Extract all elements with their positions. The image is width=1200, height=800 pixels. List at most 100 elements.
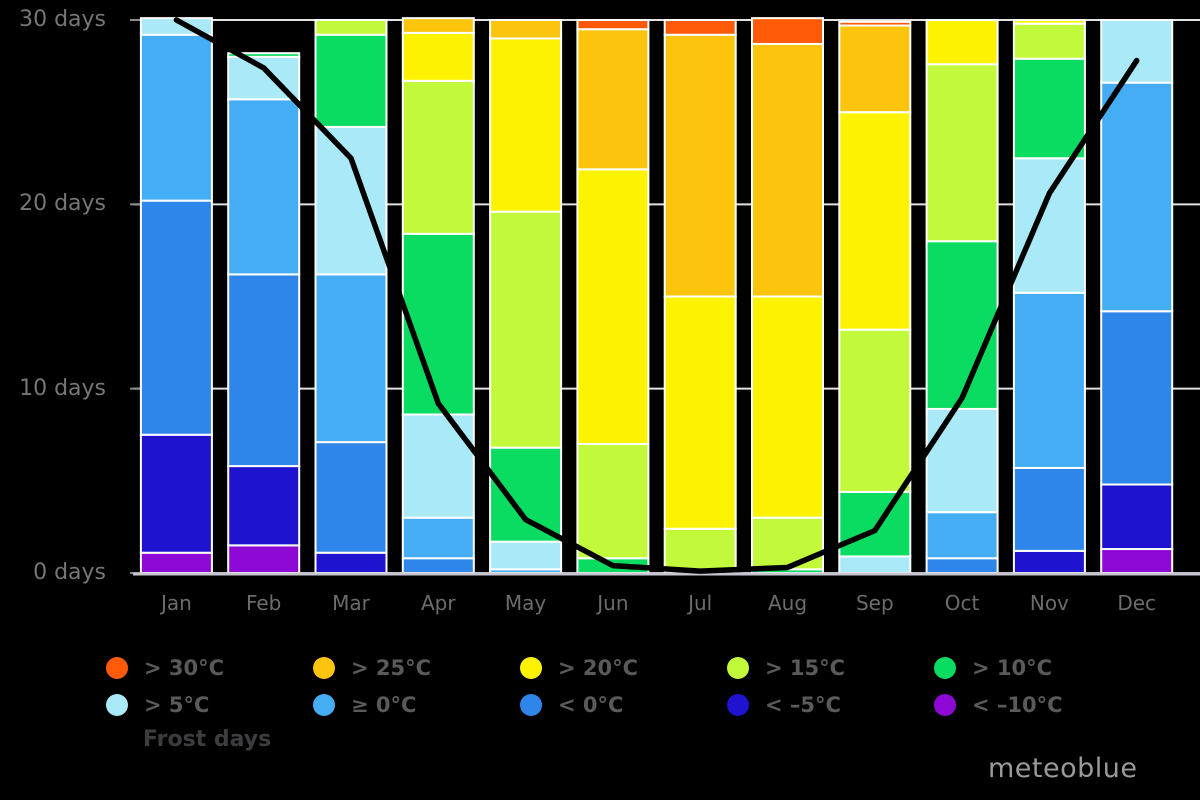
- y-axis-label-30: 30 days: [19, 7, 106, 32]
- legend-dot-icon: [727, 657, 749, 679]
- bar-segment-apr-0C: [401, 516, 475, 560]
- frost-days-label: Frost days: [143, 727, 272, 752]
- y-axis-label-0: 0 days: [33, 560, 106, 585]
- bar-segment-nov-5C: [1012, 549, 1086, 575]
- bar-segment-apr-20C: [401, 31, 475, 82]
- bar-segment-aug-20C: [751, 295, 824, 519]
- bar-segment-may-15C: [489, 210, 563, 449]
- bar-segment-nov-5C: [1012, 157, 1086, 294]
- bar-segment-nov-0C: [1012, 291, 1086, 469]
- bar-segment-dec-0C: [1100, 310, 1174, 486]
- legend-item-10C: > 10°C: [934, 656, 1052, 680]
- bar-segment-mar-0C: [314, 441, 388, 554]
- bar-segment-apr-10C: [401, 232, 475, 416]
- bar-segment-aug-25C: [751, 42, 824, 298]
- bar-segment-mar-5C: [314, 551, 388, 574]
- bar-segment-jul-25C: [663, 33, 737, 298]
- bar-segment-nov-0C: [1012, 466, 1086, 552]
- bar-segment-aug-30C: [751, 17, 824, 45]
- bar-segment-feb-0C: [227, 273, 301, 468]
- bar-segment-sep-30C: [838, 20, 912, 27]
- x-axis-label-jan: Jan: [160, 591, 192, 615]
- legend-item-label: > 20°C: [558, 656, 639, 680]
- legend-dot-icon: [934, 694, 956, 716]
- legend-item-0C: ≥ 0°C: [313, 693, 416, 717]
- legend-item-label: < –5°C: [765, 693, 841, 717]
- legend-dot-icon: [934, 657, 956, 679]
- bar-segment-feb-10C: [227, 544, 301, 574]
- bar-segment-jun-25C: [576, 28, 650, 171]
- bar-segment-jun-15C: [576, 442, 650, 560]
- bar-segment-apr-0C: [401, 557, 475, 575]
- legend-item-label: ≥ 0°C: [351, 693, 417, 717]
- legend-dot-icon: [313, 694, 335, 716]
- bar-segment-dec-5C: [1100, 483, 1174, 551]
- y-axis-label-20: 20 days: [19, 191, 106, 217]
- bar-segment-jan-5C: [139, 433, 213, 554]
- bar-segment-mar-15C: [314, 19, 388, 36]
- bar-segment-mar-10C: [314, 33, 388, 128]
- bar-segment-sep-15C: [838, 328, 912, 493]
- frost-days-line: [173, 17, 1140, 574]
- x-axis-label-apr: Apr: [420, 591, 456, 615]
- bar-segment-oct-10C: [925, 240, 999, 410]
- bar-segment-may-10C: [489, 446, 563, 543]
- bar-segment-mar-5C: [314, 125, 388, 276]
- legend-dot-icon: [106, 694, 128, 716]
- legend-item-20C: > 20°C: [520, 656, 638, 680]
- legend-item-0C: < 0°C: [520, 693, 623, 717]
- bar-segment-oct-15C: [925, 63, 999, 243]
- bar-segment-jan-0C: [139, 199, 213, 436]
- bar-segment-jul-20C: [663, 295, 737, 530]
- legend-item-label: > 30°C: [144, 656, 225, 680]
- bar-segment-aug-15C: [751, 516, 824, 571]
- legend-item-15C: > 15°C: [727, 656, 845, 680]
- bar-segment-jun-30C: [576, 19, 650, 31]
- bar-segment-dec-10C: [1100, 548, 1174, 575]
- bar-segment-feb-10C: [227, 52, 301, 58]
- legend-item-label: > 10°C: [972, 656, 1053, 680]
- x-axis-label-nov: Nov: [1029, 591, 1069, 615]
- bar-segment-sep-5C: [838, 555, 912, 574]
- bar-segment-oct-0C: [925, 557, 999, 575]
- bar-segment-dec-0C: [1100, 81, 1174, 313]
- legend-item-label: < 0°C: [558, 693, 624, 717]
- legend-dot-icon: [106, 657, 128, 679]
- x-axis-label-oct: Oct: [944, 591, 980, 615]
- x-axis-label-aug: Aug: [767, 591, 808, 615]
- x-axis-label-jun: Jun: [597, 591, 629, 615]
- legend-item-30C: > 30°C: [106, 656, 224, 680]
- bar-segment-may-5C: [489, 540, 563, 571]
- bar-segment-jan-10C: [139, 551, 213, 574]
- bar-segment-jul-15C: [663, 527, 737, 575]
- bar-segment-may-25C: [489, 19, 563, 40]
- bar-segment-feb-0C: [227, 98, 301, 276]
- legend-dot-icon: [520, 657, 542, 679]
- bar-segment-mar-0C: [314, 273, 388, 444]
- bar-segment-feb-5C: [227, 465, 301, 547]
- bar-segment-nov-15C: [1012, 22, 1086, 60]
- legend-item-label: > 5°C: [144, 693, 210, 717]
- bar-segment-apr-15C: [401, 79, 475, 235]
- legend-item-5C: > 5°C: [106, 693, 209, 717]
- y-axis-label-10: 10 days: [19, 375, 106, 401]
- bar-segment-oct-0C: [925, 511, 999, 560]
- bar-segment-nov-10C: [1012, 57, 1086, 160]
- bar-segment-sep-20C: [838, 111, 912, 331]
- legend-item-label: > 15°C: [765, 656, 846, 680]
- bar-segment-dec-5C: [1100, 19, 1174, 84]
- bar-segment-jul-30C: [663, 19, 737, 36]
- legend-item-25C: > 25°C: [313, 656, 431, 680]
- legend-item-label: > 25°C: [351, 656, 432, 680]
- bar-segment-jan-0C: [139, 33, 213, 202]
- meteoblue-wordmark: meteoblue: [988, 753, 1138, 784]
- bar-segment-apr-25C: [401, 17, 475, 34]
- bar-segment-oct-5C: [925, 407, 999, 514]
- x-axis-label-feb: Feb: [245, 591, 282, 615]
- bar-segment-nov-20C: [1012, 19, 1086, 25]
- bar-segment-sep-10C: [838, 490, 912, 558]
- x-axis-label-jul: Jul: [688, 591, 713, 615]
- x-axis-label-dec: Dec: [1117, 591, 1157, 615]
